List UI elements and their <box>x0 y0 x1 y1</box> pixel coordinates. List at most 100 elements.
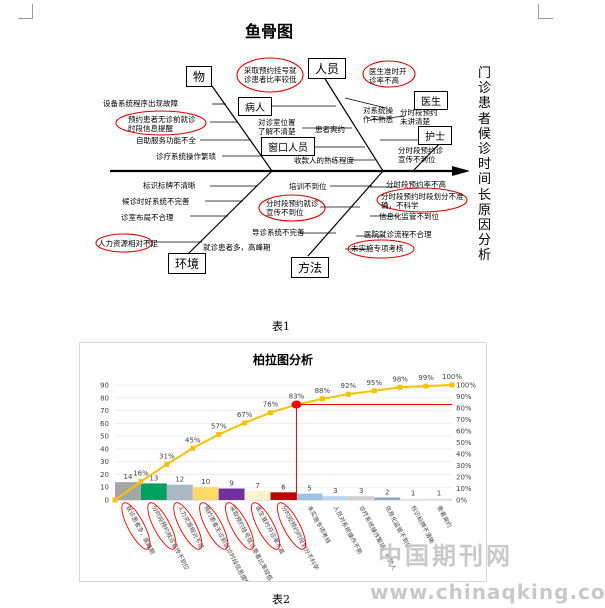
cause-label: 收款人的熟练程度 <box>294 156 354 165</box>
bar-value-label: 5 <box>307 485 311 493</box>
cumulative-label: 95% <box>366 379 382 387</box>
cause-label: 自助服务功能不全 <box>136 136 196 145</box>
bar <box>270 492 297 500</box>
cause-label: 标识标牌不清晰 <box>143 181 196 190</box>
table-2-caption: 表2 <box>272 593 290 606</box>
cumulative-line <box>114 384 453 501</box>
chart-title: 柏拉图分析 <box>252 353 313 367</box>
cumulative-label: 57% <box>211 422 227 430</box>
bar-value-label: 3 <box>333 487 337 495</box>
page-corner-mark <box>18 4 33 19</box>
cumulative-label: 31% <box>159 452 175 460</box>
cumulative-label: 83% <box>289 393 305 401</box>
cumulative-point <box>190 445 196 451</box>
y-right-tick-label: 30% <box>456 462 472 470</box>
bar-value-label: 1 <box>437 490 441 498</box>
bar-value-label: 7 <box>255 482 259 490</box>
page-corner-mark <box>538 4 553 19</box>
cumulative-point <box>112 497 118 503</box>
cumulative-point <box>371 388 377 394</box>
bar-value-label: 14 <box>124 473 133 481</box>
cumulative-label: 88% <box>315 387 331 395</box>
y-left-tick-label: 40 <box>100 445 109 453</box>
cause-label: 分时段预约率不高 <box>386 180 446 189</box>
x-category-label: 患者爽约 <box>435 504 453 529</box>
cumulative-point <box>423 383 429 389</box>
y-left-tick-label: 0 <box>105 497 109 505</box>
bar <box>374 497 401 500</box>
cumulative-point <box>138 479 144 485</box>
x-category-label: 未实施专项考核 <box>306 504 333 545</box>
bar-value-label: 9 <box>229 480 233 488</box>
cause-label: 分时段预约诊宣传不到位 <box>398 146 443 164</box>
y-left-tick-label: 60 <box>100 420 109 428</box>
bar-value-label: 2 <box>385 488 389 496</box>
fishbone-title: 鱼骨图 <box>245 22 294 41</box>
cause-label: 预约患者无诊前就诊时段信息提醒 <box>128 115 196 133</box>
y-right-tick-label: 100% <box>456 382 476 390</box>
category-nurse: 护士 <box>418 126 452 145</box>
watermark-cn: 中国期刊网 <box>378 542 513 570</box>
cumulative-label: 92% <box>341 382 357 390</box>
cause-label: 分时段预约未讲清楚 <box>400 108 438 126</box>
bar-value-label: 1 <box>411 490 415 498</box>
bar <box>400 498 427 500</box>
cumulative-label: 99% <box>418 374 434 382</box>
category-window-staff: 窗口人员 <box>261 137 315 156</box>
bar <box>218 488 245 500</box>
fishbone-problem: 门诊患者候诊时间长原因分析 <box>478 66 492 264</box>
cause-label: 患者爽约 <box>315 125 345 134</box>
y-right-tick-label: 90% <box>456 393 472 401</box>
cause-label: 采取预约挂号就诊患者比率较低 <box>244 66 297 84</box>
x-category-label: 人力资源相对不足 <box>176 504 206 550</box>
bar-value-label: 6 <box>281 483 286 491</box>
bar <box>322 496 349 500</box>
table-1-caption: 表1 <box>272 320 290 333</box>
category-material: 物 <box>186 66 213 87</box>
cause-label: 培训不到位 <box>289 182 327 191</box>
category-highlight-circle <box>276 502 307 550</box>
bar-value-label: 12 <box>175 476 184 484</box>
cumulative-label: 76% <box>263 401 279 409</box>
bar <box>192 487 219 500</box>
highlight-point <box>291 400 302 409</box>
bar <box>244 491 271 500</box>
cumulative-label: 67% <box>237 411 253 419</box>
category-highlight-circle <box>121 502 151 550</box>
category-highlight-circle <box>199 502 229 550</box>
bar-value-label: 10 <box>201 478 210 486</box>
cause-label: 诊疗系统操作繁琐 <box>156 152 216 161</box>
y-left-tick-label: 70 <box>100 407 109 415</box>
cumulative-label: 98% <box>392 375 408 383</box>
y-right-tick-label: 20% <box>456 474 472 482</box>
y-right-tick-label: 80% <box>456 405 472 413</box>
category-staff: 人员 <box>308 58 347 79</box>
y-right-tick-label: 70% <box>456 416 472 424</box>
y-right-tick-label: 0% <box>456 497 467 505</box>
category-environment: 环境 <box>168 253 207 274</box>
cumulative-point <box>397 384 403 390</box>
cause-label: 人力资源相对不足 <box>98 239 158 248</box>
bar-value-label: 3 <box>359 487 363 495</box>
cumulative-point <box>242 420 248 426</box>
cause-label: 未实施专项考核 <box>351 244 404 253</box>
cumulative-label: 45% <box>185 436 201 444</box>
cumulative-point <box>164 461 170 467</box>
cause-label: 设备系统程序出现故障 <box>103 99 178 108</box>
watermark-url: www.chinaqking.com <box>370 580 605 604</box>
y-left-tick-label: 90 <box>100 382 109 390</box>
y-right-tick-label: 40% <box>456 451 472 459</box>
y-left-tick-label: 10 <box>100 484 109 492</box>
category-highlight-circle <box>147 502 177 550</box>
cause-label: 分时段预约时段划分不准确，不科学 <box>381 192 464 210</box>
bar <box>166 484 193 500</box>
cumulative-point <box>449 382 455 388</box>
x-category-label: 人员对系统操作不熟 <box>332 504 364 555</box>
y-right-tick-label: 60% <box>456 428 472 436</box>
bar <box>426 498 452 500</box>
cause-label: 导诊系统不完善 <box>252 228 305 237</box>
cause-label: 医生准时开诊率不高 <box>369 67 407 85</box>
pareto-chart: 0 10 20 30 40 50 60 70 80 90 0% 10% 20% 30% 40% 50% 60% 7… <box>100 373 476 581</box>
y-right-tick-label: 10% <box>456 485 472 493</box>
cause-label: 对诊室位置了解不清楚 <box>258 118 296 136</box>
